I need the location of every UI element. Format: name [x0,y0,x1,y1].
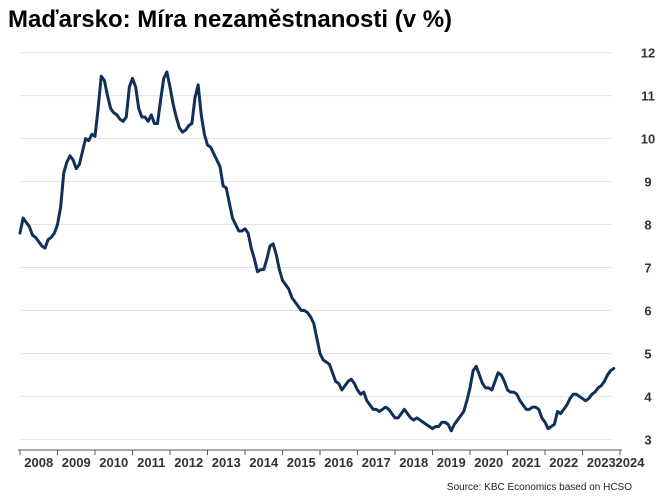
x-tick-label: 2017 [362,455,391,470]
x-tick-label: 2022 [549,455,578,470]
x-tick-label: 2019 [437,455,466,470]
x-tick-label: 2013 [212,455,241,470]
y-tick-label: 5 [644,346,651,361]
x-tick-label: 2012 [174,455,203,470]
x-tick-label: 2011 [137,455,165,470]
y-axis: 3 4 5 6 7 8 9 10 11 12 [641,46,655,448]
chart-title: Maďarsko: Míra nezaměstnanosti (v %) [8,6,453,33]
y-tick-label: 8 [644,218,651,233]
series-line [18,70,616,433]
y-tick-label: 10 [641,132,655,147]
x-tick-label: 2009 [62,455,91,470]
x-tick-label: 2010 [99,455,128,470]
y-tick-label: 9 [644,175,651,190]
series-layer [18,70,616,433]
y-tick-label: 6 [644,303,651,318]
x-tick-label: 2021 [512,455,541,470]
y-tick-label: 12 [641,46,655,61]
x-tick-label: 2024 [616,455,646,470]
x-tick-label: 2016 [324,455,353,470]
x-tick-label: 2014 [249,455,279,470]
x-tick-label: 2018 [399,455,428,470]
x-tick-label: 2020 [474,455,503,470]
x-axis: 2008 2009 2010 2011 2012 2013 2014 2015 2016 2017… [18,449,646,470]
gridlines [20,52,612,440]
y-tick-label: 3 [644,432,651,447]
x-tick-label: 2015 [287,455,316,470]
y-tick-label: 11 [641,89,655,104]
y-tick-label: 4 [644,389,652,404]
y-tick-label: 7 [644,260,651,275]
x-tick-label: 2023 [587,455,616,470]
x-tick-label: 2008 [24,455,53,470]
source-note: Source: KBC Economics based on HCSO [446,482,632,493]
